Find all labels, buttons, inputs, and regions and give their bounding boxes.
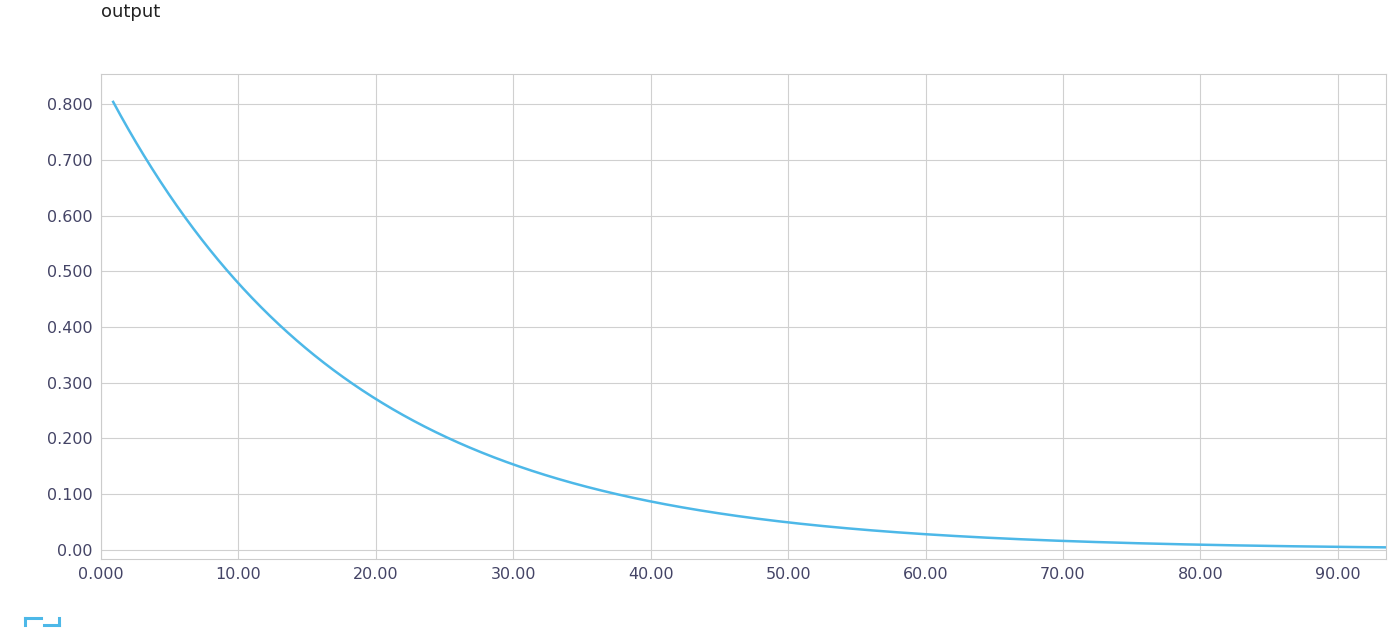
Text: output: output — [101, 3, 160, 21]
